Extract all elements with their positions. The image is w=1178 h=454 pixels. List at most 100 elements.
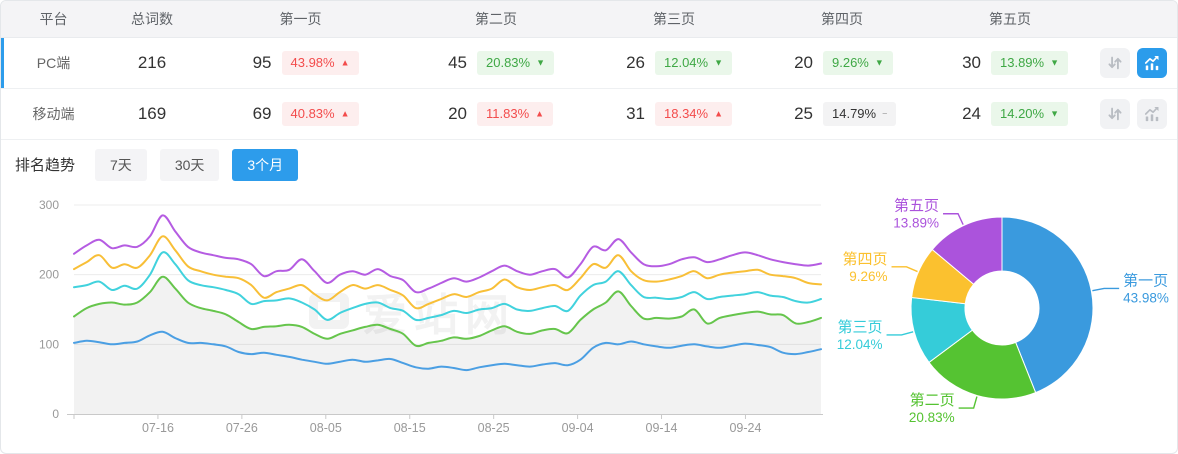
series-line-第三页: [73, 251, 822, 322]
y-tick-label: 200: [39, 268, 59, 282]
page1-cell: 95 43.98% ▲: [198, 51, 403, 75]
label-leader-line: [943, 213, 964, 225]
pie-label-pct: 9.26%: [849, 269, 887, 284]
trend-arrow-icon: ▲: [714, 108, 724, 119]
x-tick-label: 09-14: [646, 421, 678, 435]
change-badge: 12.04% ▼: [655, 51, 733, 75]
change-badge: 43.98% ▲: [281, 51, 359, 75]
col-total: 总词数: [131, 11, 173, 27]
sort-arrows-icon: [1108, 56, 1122, 70]
trend-arrow-icon: ▼: [874, 57, 884, 68]
trend-toolbar: 排名趋势 7天 30天 3个月: [1, 140, 1177, 189]
series-line-第一页: [73, 330, 822, 372]
y-tick-label: 300: [39, 198, 59, 212]
change-pct: 14.79%: [832, 106, 877, 122]
page-count: 20: [794, 53, 813, 72]
row-actions: [1095, 99, 1177, 129]
col-page3: 第三页: [653, 11, 695, 27]
page-count: 69: [252, 104, 272, 123]
page-count: 20: [448, 104, 467, 123]
page4-cell: 20 9.26% ▼: [759, 51, 925, 75]
change-pct: 13.89%: [1000, 55, 1045, 71]
x-tick-label: 09-04: [562, 421, 594, 435]
change-pct: 12.04%: [664, 55, 709, 71]
y-tick-label: 0: [52, 407, 59, 421]
trend-chart-button[interactable]: [1137, 99, 1167, 129]
page-count: 30: [962, 53, 981, 72]
label-leader-line: [1092, 287, 1120, 292]
trend-arrow-icon: ▼: [1050, 57, 1060, 68]
page3-cell: 26 12.04% ▼: [589, 51, 759, 75]
pie-slice-第二页: [928, 329, 1037, 400]
sort-arrows-button[interactable]: [1100, 48, 1130, 78]
page4-cell: 25 14.79% −: [759, 102, 925, 126]
x-tick-label: 08-05: [310, 421, 342, 435]
page2-cell: 20 11.83% ▲: [403, 102, 589, 126]
table-header: 平台 总词数 第一页 第二页 第三页 第四页 第五页: [1, 1, 1177, 38]
pie-label-name: 第五页: [894, 197, 939, 215]
col-page4: 第四页: [821, 11, 863, 27]
change-badge: 18.34% ▲: [655, 102, 733, 126]
x-tick-label: 08-15: [394, 421, 426, 435]
col-page1: 第一页: [279, 11, 322, 27]
x-tick-label: 09-24: [729, 421, 761, 435]
label-leader-line: [958, 396, 978, 409]
table-row-mobile[interactable]: 移动端 169 69 40.83% ▲ 20 11.83% ▲ 31 18.34% ▲…: [1, 89, 1177, 140]
table-row-pc[interactable]: PC端 216 95 43.98% ▲ 45 20.83% ▼ 26 12.04% ▼…: [1, 38, 1177, 89]
series-line-第四页: [73, 235, 822, 310]
pie-slice-第五页: [931, 216, 1003, 285]
x-tick-label: 08-25: [478, 421, 510, 435]
y-tick-label: 100: [39, 337, 59, 351]
page-count: 45: [448, 53, 467, 72]
change-badge: 40.83% ▲: [281, 102, 359, 126]
trend-arrow-icon: ▲: [340, 57, 350, 68]
page2-cell: 45 20.83% ▼: [403, 51, 589, 75]
sort-arrows-button[interactable]: [1100, 99, 1130, 129]
trend-arrow-icon: ▼: [714, 57, 724, 68]
area-fill: [74, 276, 821, 414]
change-pct: 20.83%: [486, 55, 531, 71]
page-count: 95: [252, 53, 272, 72]
trend-arrow-icon: −: [882, 108, 888, 119]
series-line-第二页: [73, 275, 822, 348]
tab-7-days[interactable]: 7天: [95, 148, 147, 181]
page1-cell: 69 40.83% ▲: [198, 102, 403, 126]
pie-label-pct: 20.83%: [909, 410, 955, 425]
change-pct: 43.98%: [290, 55, 335, 71]
series-line-第五页: [73, 214, 822, 294]
pie-label-name: 第四页: [842, 250, 887, 268]
trend-title: 排名趋势: [15, 157, 76, 174]
x-tick-label: 07-16: [142, 421, 174, 435]
trend-chart-icon: [1144, 56, 1159, 71]
change-pct: 9.26%: [832, 55, 869, 71]
col-platform: 平台: [39, 11, 68, 27]
trend-arrow-icon: ▼: [1050, 108, 1060, 119]
label-leader-line: [886, 331, 914, 336]
charts-section: 爱站网 0 100 200 300 07-16 07-26 08-05 08-15 08-25 0…: [1, 189, 1177, 453]
pie-slice-第一页: [1001, 216, 1094, 394]
page-count: 26: [626, 53, 645, 72]
page5-cell: 24 14.20% ▼: [925, 102, 1095, 126]
change-badge: 11.83% ▲: [477, 102, 554, 126]
trend-chart-button[interactable]: [1137, 48, 1167, 78]
col-page2: 第二页: [475, 11, 517, 27]
pie-label-pct: 43.98%: [1123, 290, 1169, 305]
row-actions: [1095, 48, 1177, 78]
col-page5: 第五页: [989, 11, 1031, 27]
platform-label: PC端: [36, 55, 71, 71]
platform-label: 移动端: [32, 106, 75, 122]
label-leader-line: [891, 266, 918, 273]
trend-chart-icon: [1144, 107, 1159, 122]
pie-label-name: 第一页: [1123, 271, 1168, 289]
page5-cell: 30 13.89% ▼: [925, 51, 1095, 75]
change-pct: 14.20%: [1000, 106, 1045, 122]
change-badge: 14.20% ▼: [991, 102, 1069, 126]
page-count: 24: [962, 104, 981, 123]
tab-3-months[interactable]: 3个月: [232, 148, 299, 181]
tab-30-days[interactable]: 30天: [159, 148, 220, 181]
trend-arrow-icon: ▲: [535, 108, 545, 119]
x-tick-label: 07-26: [226, 421, 258, 435]
pie-label-pct: 13.89%: [893, 216, 939, 231]
